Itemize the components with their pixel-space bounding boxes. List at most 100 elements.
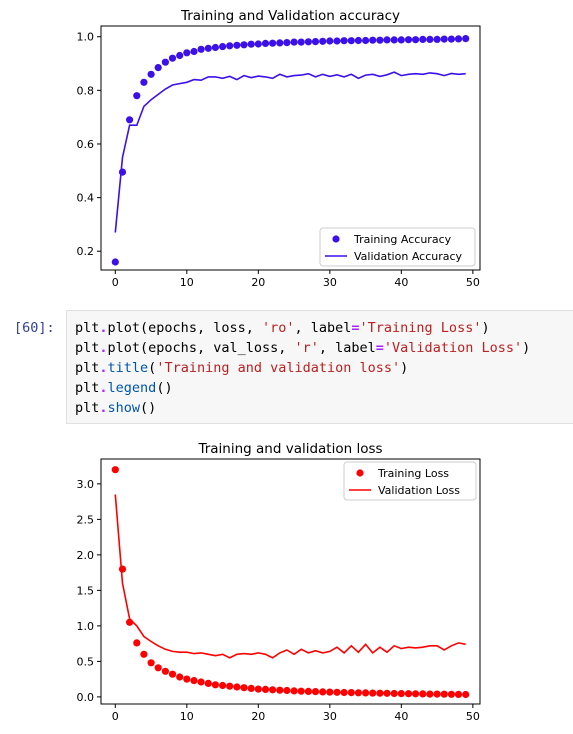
data-point	[118, 168, 127, 176]
code-token: 'r'	[294, 340, 319, 356]
series-line	[114, 71, 466, 233]
code-token: .	[99, 380, 108, 396]
x-tick-label: 20	[251, 710, 265, 723]
data-point	[154, 664, 162, 672]
y-tick-label: 2.0	[77, 549, 95, 562]
y-tick-label: 0.4	[77, 192, 95, 205]
data-point	[354, 689, 362, 697]
code-token: , label	[294, 320, 352, 336]
data-point	[226, 682, 234, 690]
data-point	[219, 681, 227, 690]
data-point	[383, 689, 391, 697]
data-point	[376, 689, 384, 697]
plot-frame	[100, 458, 481, 705]
data-point	[304, 38, 312, 46]
data-point	[247, 40, 255, 48]
data-point	[168, 670, 177, 678]
data-point	[426, 35, 434, 44]
plot-frame	[100, 25, 481, 271]
x-tick-label: 10	[180, 710, 194, 723]
accuracy-chart: Training and Validation accuracy 0 10 20 30 4…	[77, 8, 481, 289]
data-point	[247, 684, 255, 692]
data-point	[233, 683, 241, 691]
legend: Training Accuracy Validation Accuracy	[319, 227, 476, 267]
data-point	[118, 565, 127, 573]
data-point	[283, 686, 291, 695]
code-token: legend	[107, 380, 157, 396]
data-point	[190, 677, 198, 685]
data-point	[319, 688, 327, 696]
data-point	[168, 54, 177, 62]
legend-label: Validation Loss	[378, 484, 460, 497]
code-token: .	[99, 340, 108, 356]
code-token: =	[351, 320, 360, 336]
data-point	[290, 38, 298, 46]
data-point	[190, 47, 198, 56]
y-tick-label: 0.0	[77, 691, 95, 704]
data-point	[404, 690, 413, 698]
data-point	[354, 36, 362, 45]
x-tick-label: 20	[251, 276, 265, 289]
y-tick-label: 0.5	[77, 655, 95, 668]
legend-label: Training Accuracy	[353, 233, 452, 246]
code-token: 'ro'	[261, 320, 295, 336]
code-token: )	[400, 360, 409, 376]
x-tick-label: 30	[323, 276, 337, 289]
data-point	[269, 39, 277, 47]
code-token: (epochs, val_loss,	[140, 340, 295, 356]
data-point	[204, 44, 212, 52]
code-token: title	[107, 360, 149, 376]
code-editor[interactable]: plt.plot(epochs, loss, 'ro', label='Trai…	[66, 310, 573, 424]
data-point	[362, 36, 370, 45]
data-point	[276, 39, 284, 47]
data-point	[183, 675, 191, 683]
code-token: 'Validation Loss'	[383, 340, 523, 356]
legend-box	[343, 461, 477, 501]
data-point	[226, 42, 234, 50]
loss-chart: Training and validation loss 0 10 20 30 40 50 0…	[77, 441, 481, 723]
data-point	[154, 64, 162, 72]
data-point	[419, 690, 427, 698]
x-tick-label: 10	[180, 276, 194, 289]
y-tick-label: 1.0	[77, 620, 95, 633]
data-point	[197, 45, 205, 53]
data-point	[176, 51, 184, 60]
legend-point-swatch	[356, 469, 364, 477]
data-point	[161, 667, 169, 675]
data-point	[462, 35, 470, 43]
data-point	[183, 49, 191, 57]
data-point	[176, 673, 184, 681]
code-token: (	[148, 360, 157, 376]
data-point	[440, 690, 448, 698]
code-token: plt	[75, 320, 100, 336]
data-point	[140, 650, 148, 658]
y-tick-label: 0.2	[77, 245, 95, 258]
legend-box	[319, 227, 476, 267]
data-point	[390, 689, 398, 698]
data-point	[211, 681, 219, 689]
data-point	[433, 35, 441, 44]
series-line	[114, 494, 466, 659]
code-token: =	[375, 340, 384, 356]
data-point	[326, 688, 334, 696]
data-point	[311, 688, 320, 696]
code-cell[interactable]: [60]: plt.plot(epochs, loss, 'ro', label…	[0, 310, 573, 426]
code-token: plt	[75, 400, 100, 416]
code-token: .	[99, 320, 108, 336]
code-token: show	[107, 400, 141, 416]
chart-title: Training and validation loss	[197, 441, 382, 457]
data-point	[304, 687, 312, 695]
data-point	[440, 35, 448, 43]
data-point	[369, 689, 377, 697]
data-point	[240, 684, 248, 692]
data-point	[347, 37, 355, 45]
data-point	[111, 258, 119, 266]
cell-prompt: [60]:	[14, 320, 55, 336]
code-token: , label	[318, 340, 376, 356]
x-tick-label: 40	[394, 276, 408, 289]
data-point	[426, 690, 434, 698]
legend-point-swatch	[332, 235, 340, 243]
data-point	[147, 70, 155, 78]
code-token: .	[99, 360, 108, 376]
x-tick-label: 50	[466, 710, 480, 723]
